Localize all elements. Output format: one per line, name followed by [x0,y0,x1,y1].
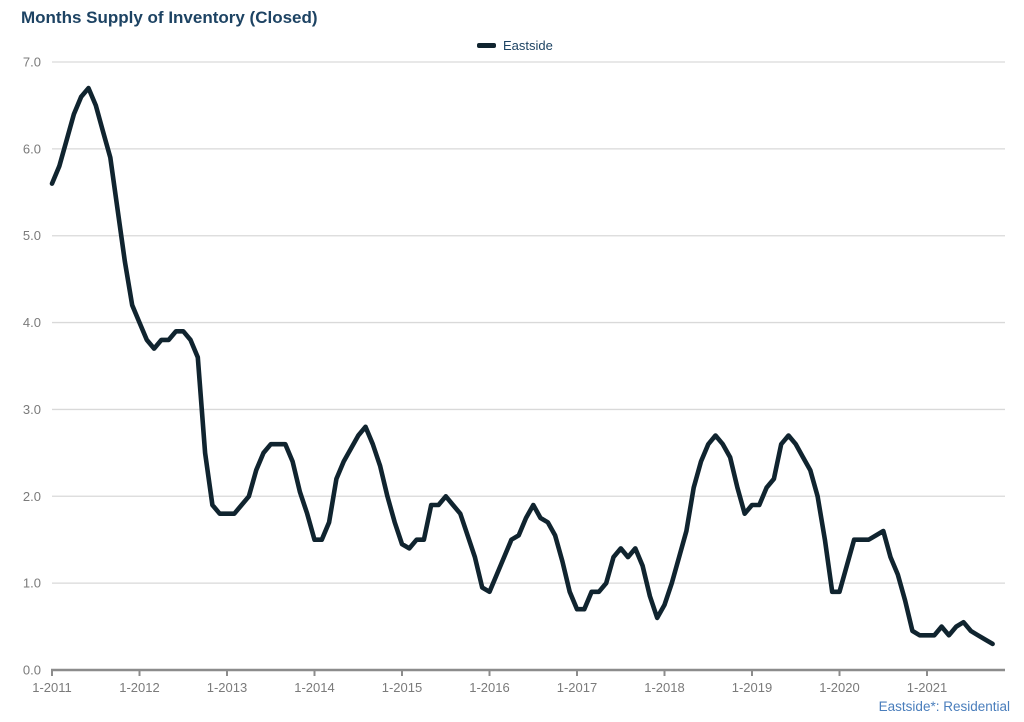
legend: Eastside [477,38,553,53]
legend-label: Eastside [503,38,553,53]
x-axis-label: 1-2011 [32,680,72,695]
x-axis-label: 1-2021 [907,680,947,695]
x-axis-label: 1-2015 [382,680,422,695]
y-axis-label: 5.0 [23,228,41,243]
x-axis-label: 1-2019 [732,680,772,695]
y-axis-label: 3.0 [23,402,41,417]
chart-title: Months Supply of Inventory (Closed) [21,8,318,27]
x-axis-label: 1-2013 [207,680,247,695]
x-axis-label: 1-2014 [294,680,334,695]
y-axis-label: 0.0 [23,663,41,678]
series-line-eastside [49,85,995,647]
footnote: Eastside*: Residential [878,699,1010,714]
y-axis-label: 1.0 [23,576,41,591]
y-axis-label: 6.0 [23,141,41,156]
y-axis-label: 2.0 [23,489,41,504]
x-axis-label: 1-2017 [557,680,597,695]
y-axis-label: 7.0 [23,55,41,70]
x-axis-label: 1-2018 [644,680,684,695]
x-axis-label: 1-2020 [819,680,859,695]
x-axis-label: 1-2012 [119,680,159,695]
x-axis-label: 1-2016 [469,680,509,695]
legend-line-swatch [477,43,496,48]
y-axis-label: 4.0 [23,315,41,330]
